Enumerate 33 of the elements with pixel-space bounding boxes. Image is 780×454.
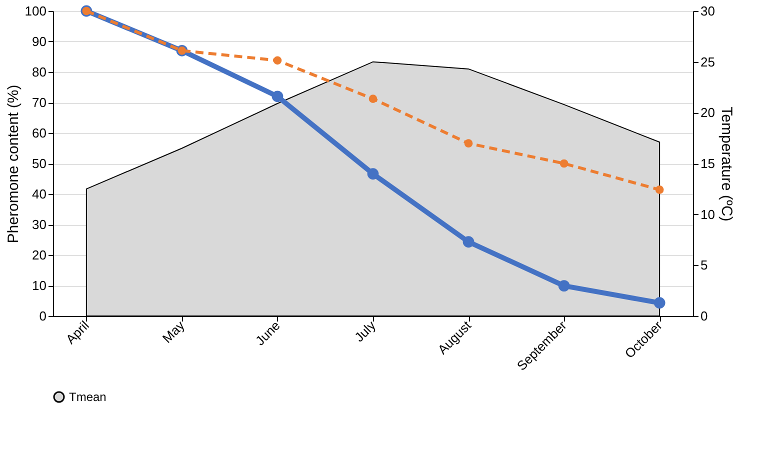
y-tick-label: 70 [32, 95, 46, 110]
y-tick-label: 10 [32, 278, 46, 293]
point [368, 94, 378, 104]
y2-tick-label: 20 [700, 105, 715, 120]
y-tick-label: 100 [24, 4, 46, 18]
point [558, 280, 570, 292]
y2-tick-label: 0 [700, 308, 708, 324]
y-tick-label: 30 [32, 217, 46, 232]
y-tick-label: 50 [32, 156, 46, 171]
y2-tick-label: 5 [700, 258, 708, 273]
legend-label: Tmean [69, 390, 106, 404]
point [273, 56, 282, 65]
y-axis-title: Pheromone content (%) [4, 84, 22, 244]
y-tick-label: 90 [32, 34, 46, 49]
point [367, 168, 379, 180]
y-tick-label: 80 [32, 64, 46, 80]
y2-tick-label: 25 [700, 54, 715, 70]
y2-tick-label: 15 [700, 156, 715, 171]
y-tick-label: 0 [39, 308, 46, 324]
y-tick-label: 60 [32, 126, 46, 140]
point [462, 236, 474, 248]
y2-axis-title: Temperature (ºC) [718, 106, 735, 222]
point [560, 159, 568, 168]
y-tick-label: 40 [32, 186, 46, 202]
x-tick-label: July [351, 317, 379, 345]
point [272, 90, 284, 102]
y-tick-label: 20 [32, 248, 46, 262]
point [464, 139, 473, 148]
y2-tick-label: 10 [700, 206, 715, 222]
point [654, 297, 666, 309]
y2-tick-label: 30 [700, 4, 715, 18]
point [655, 186, 664, 194]
x-tick-label: May [159, 317, 188, 346]
